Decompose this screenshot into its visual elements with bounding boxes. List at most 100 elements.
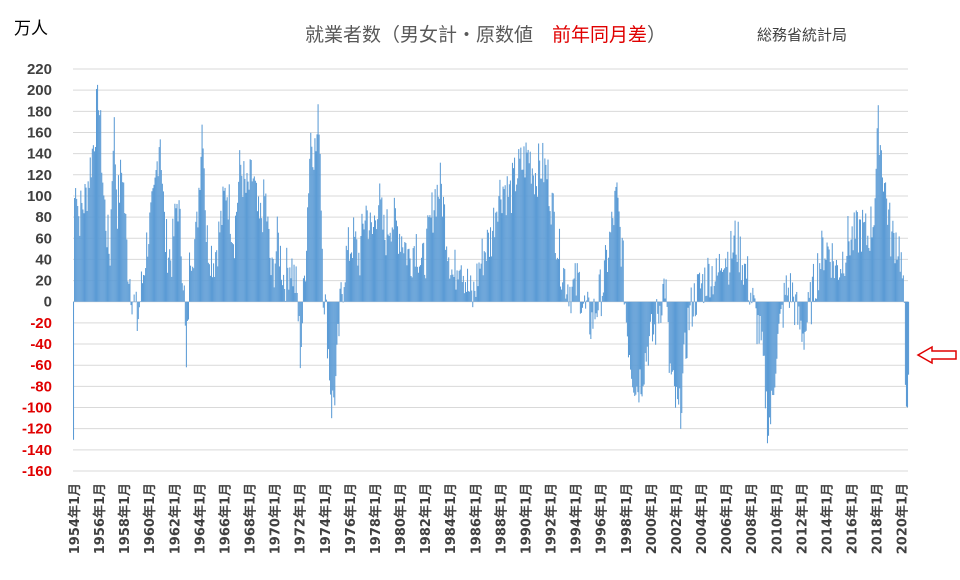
bar [752,287,754,302]
bar [618,211,620,302]
bar [454,249,456,302]
bar [474,290,476,302]
bar [902,275,904,302]
bar [558,228,561,302]
bar [173,236,175,302]
bar [800,301,802,321]
bar [556,257,558,302]
y-tick-label: 140 [27,146,52,163]
x-tick-label: 1962年1月 [167,483,183,554]
bar [806,301,808,323]
bar [220,210,222,302]
bar [275,251,277,302]
bar [277,232,279,302]
bar [211,277,214,302]
bar [531,168,533,302]
bar [196,211,198,302]
x-tick-label: 1976年1月 [343,483,359,554]
bar [568,301,570,307]
bar [449,278,451,302]
bar [550,224,552,302]
bar [219,232,221,302]
bar [692,301,694,317]
bar [682,301,684,374]
bar [716,275,718,302]
bar [493,207,495,302]
bar [867,235,869,302]
bar [873,225,875,302]
bar [527,149,529,302]
bar [673,301,675,387]
bar [495,212,497,302]
bar [519,158,521,302]
bar [427,215,429,302]
bar [672,301,674,371]
bar [332,301,334,391]
x-tick-label: 2010年1月 [769,483,785,554]
bar [861,251,863,302]
bar [229,233,231,302]
bar [606,249,608,302]
bar [796,291,798,302]
bar [385,255,387,302]
bar [517,178,519,302]
bar [120,159,122,302]
y-tick-label: 60 [35,230,52,247]
bar [400,251,402,302]
bar [818,290,820,302]
bar [711,266,713,302]
bar [679,301,681,389]
bar [376,229,378,302]
bar [737,221,739,302]
bar [583,301,585,304]
bar [520,147,522,302]
bar [690,287,692,302]
bar [593,298,595,302]
bar [743,263,746,302]
bar [529,151,531,302]
bar [512,168,515,302]
bar [272,258,274,302]
bar [684,301,686,333]
bar [749,301,751,305]
bar [177,221,179,302]
bar [579,301,581,314]
bar [500,199,502,302]
bar [566,294,568,302]
bar [650,301,652,315]
bar [598,274,600,302]
bar [303,275,306,302]
bar [657,301,659,314]
bar [372,226,374,302]
bar [146,232,148,302]
bar [683,301,685,345]
bar [661,301,663,316]
bar [621,237,623,302]
bar [542,142,544,302]
bar [87,181,89,302]
bar [499,179,501,302]
bar [581,301,584,308]
bar [402,247,404,302]
bar [107,214,109,302]
bar [726,266,728,302]
bar [328,301,330,350]
bar [415,234,417,302]
bar [533,194,535,302]
bar [540,178,542,302]
bar [696,274,698,302]
bar [248,189,250,302]
bar [746,278,748,302]
bar [73,301,75,440]
bar [509,180,511,302]
bar [80,190,82,302]
bar [442,196,445,302]
bar [553,211,555,302]
bar [548,206,550,302]
x-tick-label: 1958年1月 [117,483,133,554]
bar [685,301,687,359]
bar [353,217,355,302]
bar [735,254,737,302]
bar [530,183,532,302]
title-highlight: 前年同月差 [552,24,648,46]
